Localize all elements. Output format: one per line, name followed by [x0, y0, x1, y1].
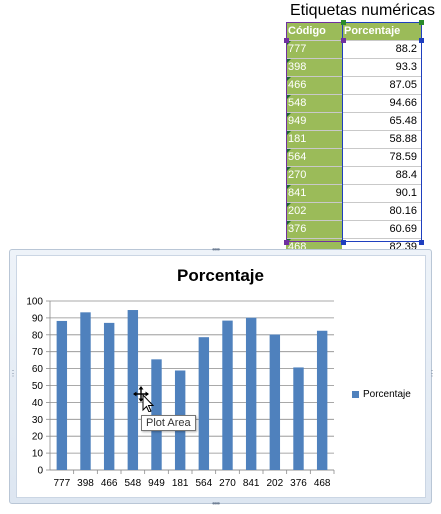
porcentaje-cell[interactable]: 90.1: [342, 185, 421, 202]
table-row: 548 94.66: [286, 95, 421, 113]
bar[interactable]: [151, 359, 162, 470]
porcentaje-cell[interactable]: 60.69: [342, 221, 421, 238]
table-row: 777 88.2: [286, 41, 421, 59]
y-tick-label: 70: [32, 347, 44, 358]
table-row: 841 90.1: [286, 185, 421, 203]
x-tick-label: 202: [266, 478, 283, 489]
range-handle[interactable]: [419, 20, 424, 25]
porcentaje-cell[interactable]: 80.16: [342, 203, 421, 220]
range-handle[interactable]: [284, 38, 289, 43]
y-tick-label: 60: [32, 364, 44, 375]
bar[interactable]: [127, 310, 139, 470]
resize-grip-left[interactable]: ⋮: [9, 369, 17, 378]
y-tick-label: 90: [32, 313, 44, 324]
table-row: 181 58.88: [286, 131, 421, 149]
range-handle[interactable]: [419, 38, 424, 43]
table-row: 376 60.69: [286, 221, 421, 239]
plot-area-tooltip: Plot Area: [141, 415, 196, 431]
range-handle[interactable]: [284, 240, 289, 245]
porcentaje-cell[interactable]: 65.48: [342, 113, 421, 130]
y-tick-label: 10: [32, 449, 44, 460]
x-tick-label: 270: [219, 478, 236, 489]
table-row: 949 65.48: [286, 113, 421, 131]
codigo-cell[interactable]: 841: [286, 185, 342, 202]
sheet-title: Etiquetas numéricas: [290, 2, 435, 19]
bar[interactable]: [245, 317, 257, 470]
codigo-cell[interactable]: 466: [286, 77, 342, 94]
y-tick-label: 80: [32, 330, 44, 341]
x-tick-label: 468: [314, 478, 331, 489]
table-header-row: Código Porcentaje: [286, 23, 421, 41]
x-tick-label: 398: [77, 478, 94, 489]
porcentaje-cell[interactable]: 88.2: [342, 41, 421, 58]
x-tick-label: 548: [124, 478, 141, 489]
porcentaje-cell[interactable]: 88.4: [342, 167, 421, 184]
codigo-cell[interactable]: 564: [286, 149, 342, 166]
header-cell-codigo[interactable]: Código: [286, 23, 342, 40]
range-handle[interactable]: [341, 38, 346, 43]
porcentaje-cell[interactable]: 87.05: [342, 77, 421, 94]
legend-key: [352, 391, 359, 398]
bar[interactable]: [198, 337, 210, 470]
bar[interactable]: [293, 367, 304, 470]
table-row: 270 88.4: [286, 167, 421, 185]
codigo-cell[interactable]: 949: [286, 113, 342, 130]
y-tick-label: 100: [26, 297, 43, 308]
porcentaje-cell[interactable]: 78.59: [342, 149, 421, 166]
chart-legend[interactable]: Porcentaje: [352, 389, 411, 400]
table-row: 202 80.16: [286, 203, 421, 221]
range-handle[interactable]: [341, 240, 346, 245]
resize-grip-right[interactable]: ⋮: [428, 369, 436, 378]
range-handle[interactable]: [341, 20, 346, 25]
bar[interactable]: [103, 322, 115, 470]
move-cursor-icon: [133, 386, 155, 412]
resize-grip-bottom[interactable]: ••••: [212, 499, 220, 508]
range-handle[interactable]: [419, 240, 424, 245]
codigo-cell[interactable]: 548: [286, 95, 342, 112]
y-tick-label: 40: [32, 398, 44, 409]
codigo-cell[interactable]: 777: [286, 41, 342, 58]
porcentaje-cell[interactable]: 58.88: [342, 131, 421, 148]
table-row: 564 78.59: [286, 149, 421, 167]
x-tick-label: 466: [101, 478, 118, 489]
x-tick-label: 841: [243, 478, 260, 489]
legend-label: Porcentaje: [363, 389, 411, 400]
bar[interactable]: [56, 320, 68, 470]
codigo-cell[interactable]: 202: [286, 203, 342, 220]
codigo-cell[interactable]: 376: [286, 221, 342, 238]
y-tick-label: 0: [37, 466, 43, 477]
chart-title[interactable]: Porcentaje: [177, 266, 264, 285]
codigo-cell[interactable]: 270: [286, 167, 342, 184]
porcentaje-cell[interactable]: 93.3: [342, 59, 421, 76]
codigo-cell[interactable]: 398: [286, 59, 342, 76]
codigo-cell[interactable]: 181: [286, 131, 342, 148]
porcentaje-cell[interactable]: 94.66: [342, 95, 421, 112]
bar[interactable]: [222, 320, 233, 470]
x-tick-label: 777: [53, 478, 70, 489]
table-row: 466 87.05: [286, 77, 421, 95]
bar[interactable]: [316, 330, 328, 470]
table-row: 398 93.3: [286, 59, 421, 77]
y-tick-label: 50: [32, 381, 44, 392]
bar[interactable]: [80, 312, 91, 470]
header-cell-porcentaje[interactable]: Porcentaje: [342, 23, 421, 40]
y-tick-label: 20: [32, 432, 44, 443]
resize-grip-top[interactable]: ••••: [212, 245, 220, 254]
x-tick-label: 376: [290, 478, 307, 489]
x-tick-label: 949: [148, 478, 165, 489]
x-tick-label: 181: [172, 478, 189, 489]
x-tick-label: 564: [195, 478, 212, 489]
y-tick-label: 30: [32, 415, 44, 426]
bar[interactable]: [269, 334, 281, 470]
